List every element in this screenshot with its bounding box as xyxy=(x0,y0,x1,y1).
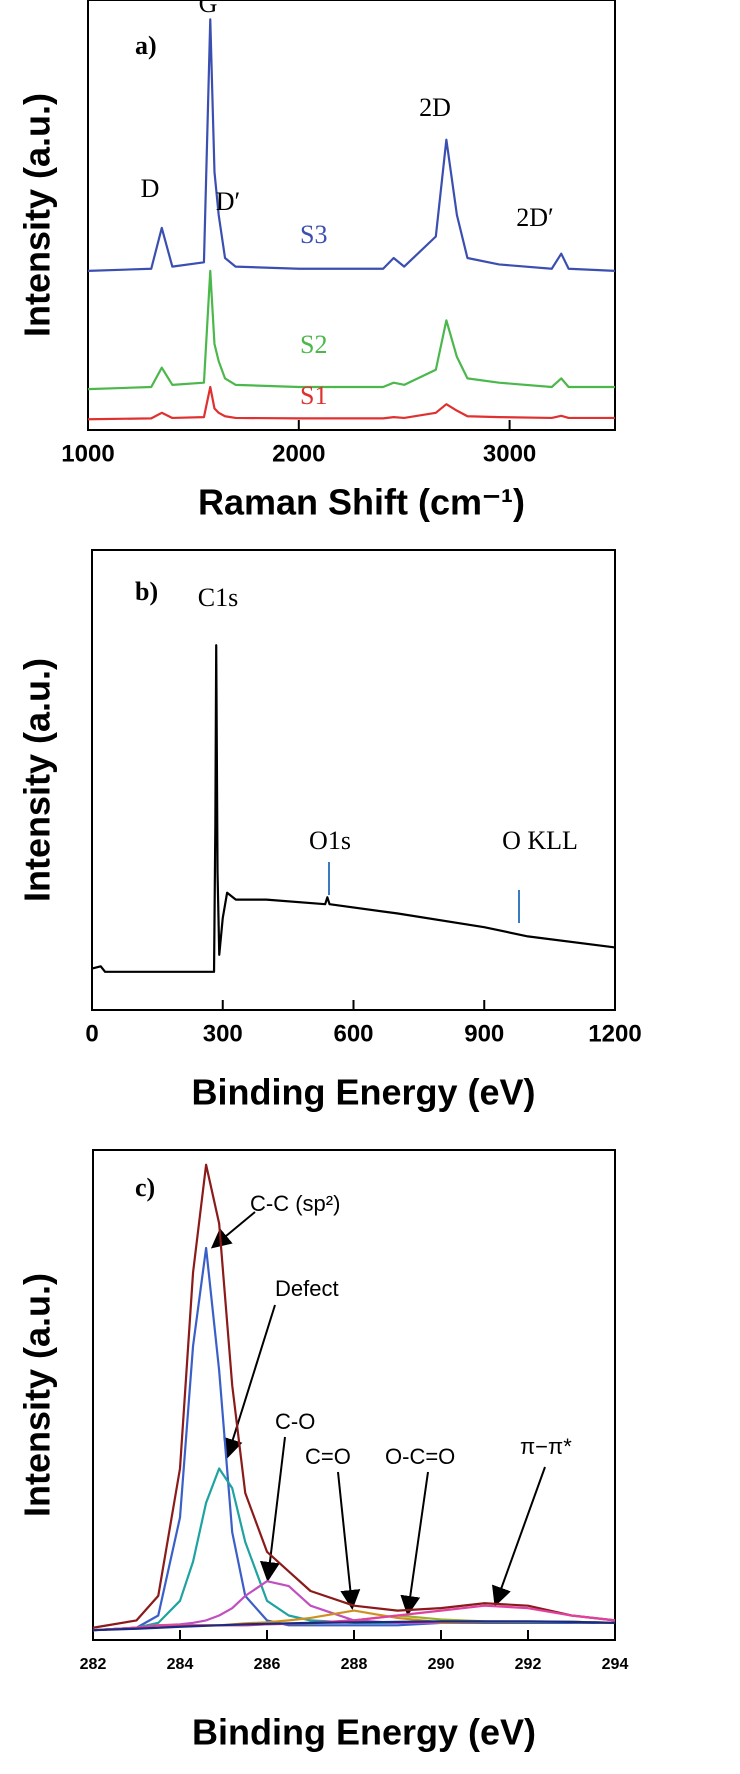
plot-frame xyxy=(92,1149,616,1641)
x-axis-label: Binding Energy (eV) xyxy=(192,1712,536,1753)
annotation: C1s xyxy=(198,583,238,612)
annotation: D xyxy=(141,174,160,203)
x-tick-label: 294 xyxy=(602,1656,629,1673)
x-axis-label: Raman Shift (cm⁻¹) xyxy=(198,482,525,523)
series-label: C=O xyxy=(305,1444,351,1469)
annotation: O KLL xyxy=(502,826,578,855)
x-tick-label: 600 xyxy=(333,1020,373,1047)
annotation: 2D xyxy=(419,93,451,122)
series-line xyxy=(92,1163,616,1629)
x-tick-label: 300 xyxy=(203,1020,243,1047)
annotation: a) xyxy=(135,31,157,60)
x-tick-label: 0 xyxy=(85,1020,98,1047)
x-axis-label: Binding Energy (eV) xyxy=(191,1072,535,1113)
annotation: b) xyxy=(135,577,158,606)
x-tick-label: 292 xyxy=(515,1656,542,1673)
arrows xyxy=(210,1211,546,1616)
annotation: c) xyxy=(135,1173,155,1202)
x-tick-label: 288 xyxy=(341,1656,368,1673)
series-line xyxy=(91,644,616,973)
x-tick-label: 286 xyxy=(254,1656,281,1673)
series-line xyxy=(87,18,616,272)
series-label: S2 xyxy=(300,330,327,359)
series-label: Defect xyxy=(275,1276,339,1301)
y-axis-label: Intensity (a.u.) xyxy=(17,658,58,902)
x-tick-label: 284 xyxy=(167,1656,194,1673)
annotation: D′ xyxy=(216,187,240,216)
y-axis-label: Intensity (a.u.) xyxy=(17,1273,58,1517)
x-tick-label: 2000 xyxy=(272,440,325,467)
series-label: O-C=O xyxy=(385,1444,455,1469)
x-tick-label: 290 xyxy=(428,1656,455,1673)
x-tick-label: 900 xyxy=(464,1020,504,1047)
x-tick-label: 282 xyxy=(80,1656,107,1673)
series-label: C-O xyxy=(275,1409,315,1434)
y-axis-label: Intensity (a.u.) xyxy=(17,93,58,337)
series-line xyxy=(87,269,615,391)
series-label: C-C (sp²) xyxy=(250,1191,340,1216)
series-line xyxy=(87,385,615,421)
series-line xyxy=(92,1620,616,1632)
series-label: π−π* xyxy=(520,1434,572,1459)
x-tick-label: 1200 xyxy=(588,1020,641,1047)
series-label: S1 xyxy=(300,381,327,410)
annotation: G xyxy=(199,0,218,18)
plot-frame xyxy=(87,0,616,431)
plot-frame xyxy=(91,549,616,1011)
annotation: 2D′ xyxy=(516,203,553,232)
x-tick-label: 3000 xyxy=(483,440,536,467)
series-label: S3 xyxy=(300,220,327,249)
annotation: O1s xyxy=(309,826,351,855)
x-tick-label: 1000 xyxy=(61,440,114,467)
